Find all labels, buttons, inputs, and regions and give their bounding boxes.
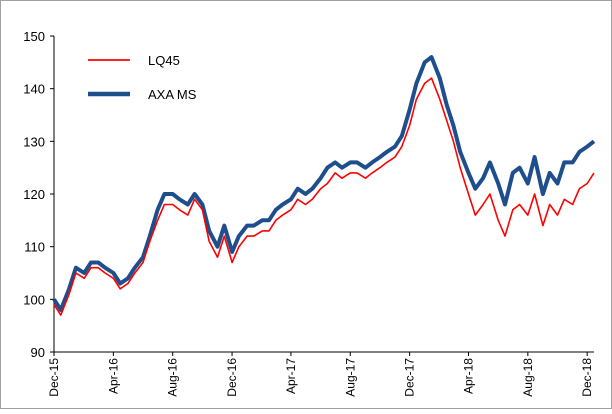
- x-tick-label: Apr-17: [284, 358, 298, 394]
- x-axis: Dec-15 Apr-16 Aug-16 Dec-16 Apr-17 Aug-17 Dec-…: [47, 351, 594, 397]
- x-tick-label: Aug-16: [166, 358, 180, 397]
- x-tick-label: Dec-18: [580, 358, 594, 397]
- x-tick-label: Dec-17: [403, 358, 417, 397]
- x-tick-label: Dec-16: [225, 358, 239, 397]
- series-line-axa-ms: [52, 55, 596, 312]
- y-tick-label: 130: [23, 134, 45, 149]
- y-tick-label: 150: [23, 29, 45, 44]
- y-tick-label: 120: [23, 187, 45, 202]
- legend-label: LQ45: [148, 53, 180, 68]
- x-tick-label: Apr-16: [106, 358, 120, 394]
- y-tick-label: 100: [23, 292, 45, 307]
- x-tick-label: Apr-18: [461, 358, 475, 394]
- x-tick-label: Dec-15: [47, 358, 61, 397]
- y-tick-label: 140: [23, 82, 45, 97]
- series-line-lq45: [53, 77, 595, 316]
- legend-label: AXA MS: [148, 87, 197, 102]
- x-tick-label: Aug-17: [343, 358, 357, 397]
- x-tick-label: Aug-18: [521, 358, 535, 397]
- series-layer: [52, 55, 596, 316]
- legend: LQ45 AXA MS: [88, 53, 197, 102]
- y-tick-label: 90: [31, 345, 45, 360]
- y-tick-label: 110: [24, 240, 45, 255]
